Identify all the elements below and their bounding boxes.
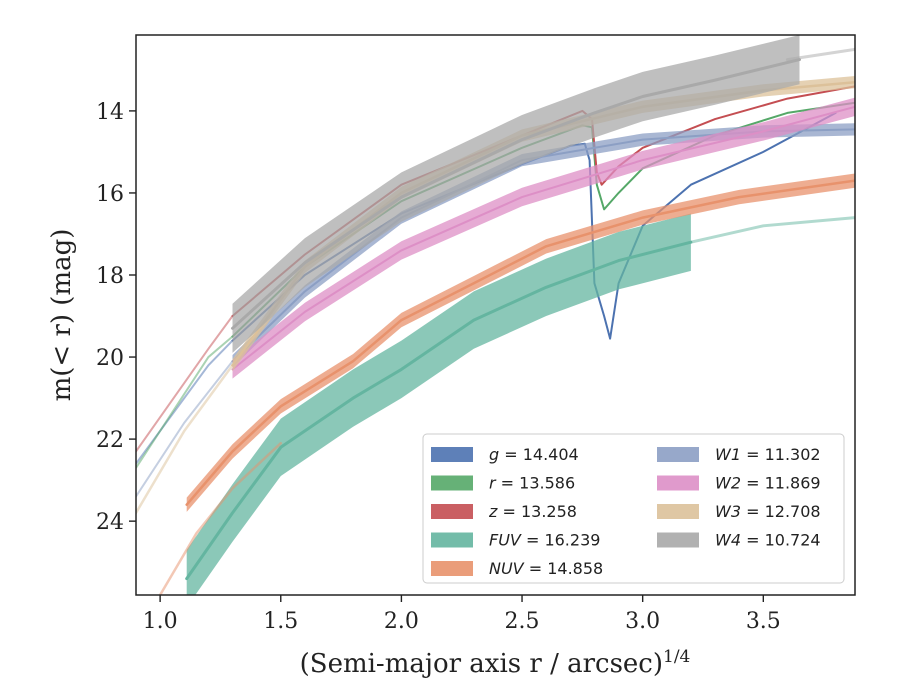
legend-label: z = 13.258 <box>488 502 577 521</box>
series-fuv-faint-line <box>689 216 855 244</box>
series-r-faint-line <box>136 335 234 469</box>
legend-entry-fuv: FUV = 16.239 <box>431 531 600 550</box>
series-fuv-line <box>185 240 693 581</box>
series-w4 <box>231 35 855 353</box>
legend-entry-nuv: NUV = 14.858 <box>431 559 603 578</box>
y-axis-title: m(< r) (mag) <box>47 229 77 402</box>
legend-entry-w2: W2 = 11.869 <box>657 474 821 493</box>
series-w3-faint-line <box>136 364 234 515</box>
legend-swatch <box>431 475 473 491</box>
legend-entry-w3: W3 = 12.708 <box>657 502 821 521</box>
series-w2-band <box>232 97 855 379</box>
legend-swatch <box>431 532 473 548</box>
legend-swatch <box>657 504 699 519</box>
y-tick-label: 16 <box>96 182 124 207</box>
series-w4-line <box>231 58 801 330</box>
x-axis-title-main: (Semi-major axis r / arcsec) <box>300 649 663 679</box>
legend-label: NUV = 14.858 <box>489 559 603 578</box>
series-w2-line <box>231 105 855 371</box>
series-z-faint-line <box>136 315 234 453</box>
y-tick-label: 14 <box>96 100 124 125</box>
legend-swatch <box>431 504 473 519</box>
legend-swatch <box>657 532 699 548</box>
legend-swatch <box>657 447 699 462</box>
legend-entry-r: r = 13.586 <box>431 474 575 493</box>
legend-entry-g: g = 14.404 <box>431 445 579 464</box>
legend-label: r = 13.586 <box>489 474 575 493</box>
x-tick-label: 3.0 <box>625 609 660 634</box>
ticks-layer: 1.0 1.5 2.0 2.5 3.0 3.5 14 16 18 20 22 24 <box>96 100 781 634</box>
legend-label: W1 = 11.302 <box>715 445 821 464</box>
series-w4-band <box>232 35 800 353</box>
legend-label: W4 = 10.724 <box>715 531 821 550</box>
x-tick-label: 2.0 <box>384 609 419 634</box>
y-tick-label: 22 <box>96 428 124 453</box>
legend-swatch <box>431 447 473 462</box>
legend-entry-z: z = 13.258 <box>431 502 577 521</box>
y-tick-label: 24 <box>96 510 124 535</box>
legend-label: FUV = 16.239 <box>489 531 600 550</box>
y-tick-label: 20 <box>96 346 124 371</box>
x-tick-label: 2.5 <box>505 609 540 634</box>
legend-entry-w4: W4 = 10.724 <box>657 531 821 550</box>
series-w1-faint-line <box>136 360 234 498</box>
legend-swatch <box>657 475 699 491</box>
legend-label: W3 = 12.708 <box>715 502 821 521</box>
legend-swatch <box>431 561 473 576</box>
series-fuv-band <box>186 213 691 595</box>
series-layer <box>136 35 855 595</box>
legend-entry-w1: W1 = 11.302 <box>657 445 821 464</box>
y-tick-label: 18 <box>96 264 124 289</box>
series-w2 <box>231 97 855 379</box>
x-tick-label: 3.5 <box>746 609 781 634</box>
legend-box <box>422 433 845 584</box>
series-fuv <box>185 213 855 595</box>
series-nuv-faint-line <box>158 441 283 595</box>
legend-label: g = 14.404 <box>489 445 579 464</box>
x-tick-label: 1.0 <box>143 609 178 634</box>
legend: g = 14.404 r = 13.586 z = 13.258 FUV = 16.2… <box>422 433 845 584</box>
x-tick-label: 1.5 <box>263 609 298 634</box>
plot-frame <box>135 34 856 596</box>
series-nuv-line <box>185 179 855 506</box>
x-axis-title: (Semi-major axis r / arcsec)1/4 <box>300 647 691 679</box>
x-axis-title-superscript: 1/4 <box>663 647 690 667</box>
legend-label: W2 = 11.869 <box>715 474 821 493</box>
series-nuv <box>158 173 855 595</box>
